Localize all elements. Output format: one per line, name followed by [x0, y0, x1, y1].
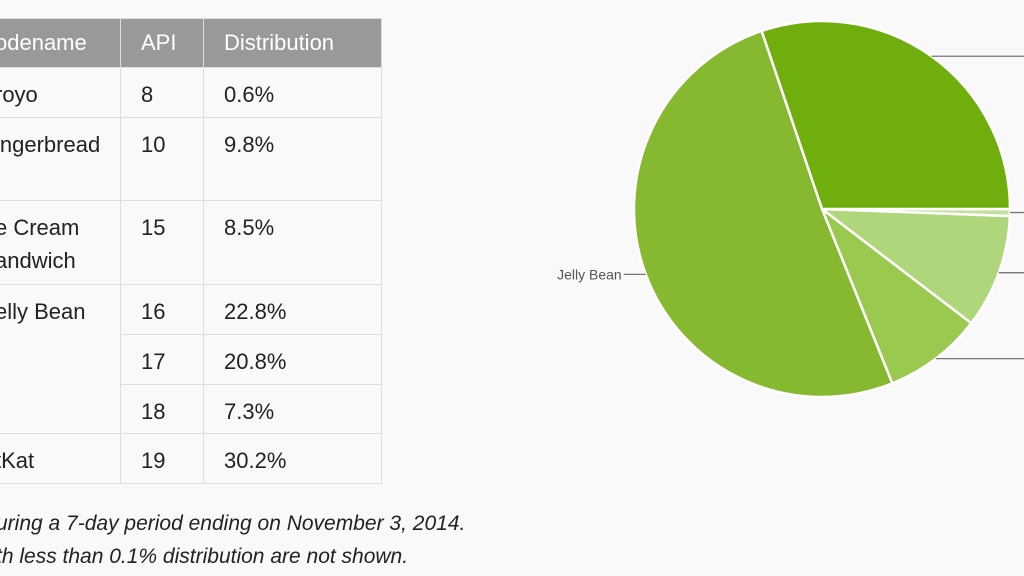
table-row: royo 8 0.6%: [0, 67, 382, 118]
footnote-threshold: th less than 0.1% distribution are not s…: [0, 545, 409, 568]
table-row: e Cream andwich 15 8.5%: [0, 200, 382, 285]
distribution-cell: 0.6%: [203, 67, 382, 118]
table-row: 18 7.3%: [0, 384, 382, 434]
distribution-cell: 9.8%: [203, 117, 382, 201]
pie-slice: [819, 205, 974, 385]
codename-cell: elly Bean: [0, 284, 121, 434]
api-cell: 10: [120, 117, 204, 201]
table-row: ingerbread 10 9.8%: [0, 117, 382, 201]
distribution-table: odename API Distribution royo 8 0.6% ing…: [0, 18, 382, 484]
codename-line-2: andwich: [0, 248, 76, 273]
table-header-row: odename API Distribution: [0, 18, 382, 68]
pie-slice: [818, 207, 1012, 326]
distribution-cell: 8.5%: [203, 200, 382, 285]
header-codename: odename: [0, 18, 121, 68]
api-cell: 8: [120, 67, 204, 118]
distribution-cell: 7.3%: [203, 384, 382, 434]
footnote-period: uring a 7-day period ending on November …: [0, 512, 466, 535]
api-cell: 17: [120, 334, 204, 385]
api-cell: 19: [120, 433, 204, 484]
distribution-cell: 30.2%: [203, 433, 382, 484]
slice-label: Jelly Bean: [557, 266, 622, 282]
pie-slice: [632, 29, 894, 399]
table-row: tKat 19 30.2%: [0, 433, 382, 484]
api-cell: 18: [120, 384, 204, 434]
codename-cell: ingerbread: [0, 117, 121, 201]
codename-line-1: e Cream: [0, 215, 80, 240]
codename-cell: tKat: [0, 433, 121, 484]
codename-cell: e Cream andwich: [0, 200, 121, 285]
api-cell: 15: [120, 200, 204, 285]
codename-cell: royo: [0, 67, 121, 118]
header-distribution: Distribution: [203, 18, 382, 68]
